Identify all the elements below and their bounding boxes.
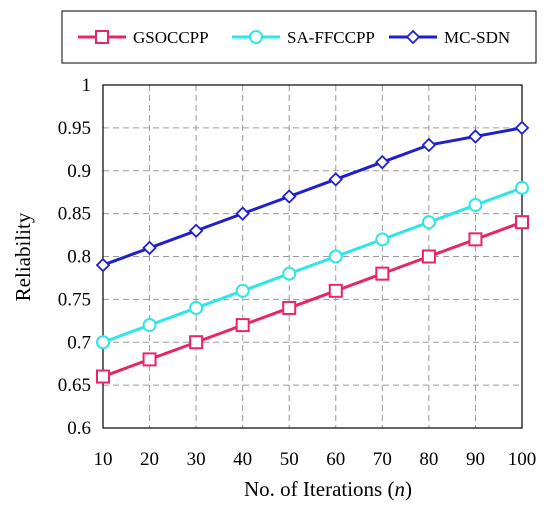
y-tick-label: 0.6 [67,418,91,439]
data-point [282,300,297,315]
legend-label: GSOCCPP [133,28,209,47]
series-gsoccpp [96,215,529,384]
x-axis-title-prefix: No. of Iterations ( [244,477,394,501]
legend-marker [95,30,109,44]
y-tick-label: 0.65 [58,375,91,396]
x-axis-title-suffix: ) [405,477,412,501]
data-point [96,369,110,384]
data-point [281,189,297,204]
data-point [421,137,437,153]
data-point [282,266,297,281]
legend-label: SA-FFCCPP [287,28,375,47]
data-point [515,180,529,195]
data-point [188,223,204,239]
legend-label: MC-SDN [444,28,510,47]
legend: GSOCCPP SA-FFCCPP MC-SDN [61,10,537,64]
x-tick-label: 20 [140,449,159,470]
data-point [421,249,436,264]
legend-item: MC-SDN [389,28,510,47]
x-tick-label: 30 [187,449,206,470]
x-tick-label: 60 [326,449,345,470]
y-tick-label: 1 [82,75,92,96]
data-point [514,120,530,136]
series-line [102,186,523,344]
data-point [235,206,250,221]
legend-marker [405,29,421,45]
series-sa-ffccpp [96,180,529,350]
data-point [328,172,344,187]
legend-marker [249,30,263,44]
data-point [468,198,483,213]
x-tick-label: 80 [419,449,438,470]
gridlines [102,84,523,429]
x-tick-label: 50 [280,449,299,470]
x-axis-title-variable: n [394,477,405,501]
x-tick-label: 40 [233,449,252,470]
data-point [142,352,157,367]
data-point [328,249,343,264]
data-point [142,318,157,333]
series-mc-sdn [95,120,530,273]
data-point [468,232,483,247]
data-point [375,154,390,170]
plot-area-frame [102,84,523,429]
data-point [189,335,204,350]
x-axis-ticks: 10 20 30 40 50 60 70 80 90 100 [94,449,537,470]
data-point [375,266,390,281]
data-point [95,257,111,273]
y-tick-label: 0.7 [67,332,91,353]
x-tick-label: 100 [508,449,537,470]
legend-item: GSOCCPP [78,28,209,47]
x-tick-label: 90 [466,449,485,470]
data-point [468,129,483,144]
data-point [375,232,390,247]
data-point [515,215,529,230]
y-tick-label: 0.9 [67,161,91,182]
series-line [102,126,523,267]
y-axis-ticks: 0.6 0.65 0.7 0.75 0.8 0.85 0.9 0.95 1 [58,75,91,439]
y-tick-label: 0.8 [67,247,91,268]
data-point [189,300,204,315]
y-tick-label: 0.85 [58,204,91,225]
y-tick-label: 0.95 [58,118,91,139]
series-group [95,120,530,384]
data-point [328,283,343,298]
legend-box [61,10,537,64]
y-axis-title: Reliability [11,212,35,301]
x-tick-label: 70 [373,449,392,470]
data-point [96,335,110,350]
x-tick-label: 10 [94,449,113,470]
legend-item: SA-FFCCPP [232,28,375,47]
data-point [142,240,157,256]
series-line [102,220,523,378]
data-point [235,318,250,333]
y-tick-label: 0.75 [58,289,91,310]
x-axis-title: No. of Iterations (n) [244,477,412,501]
data-point [235,283,250,298]
data-point [421,215,436,230]
